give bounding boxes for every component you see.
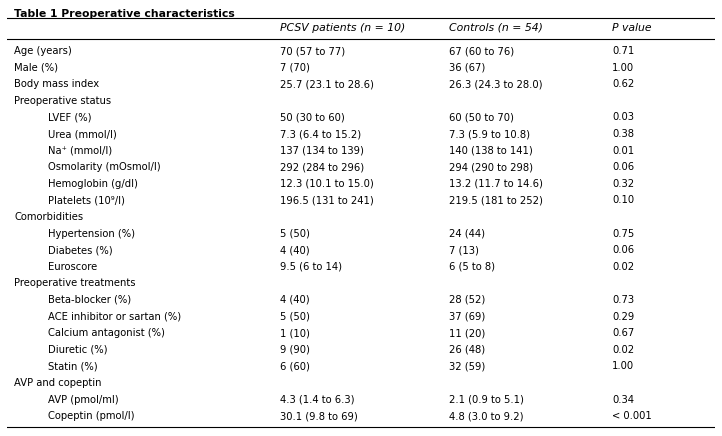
Text: Preoperative status: Preoperative status — [14, 96, 111, 106]
Text: 70 (57 to 77): 70 (57 to 77) — [279, 46, 345, 56]
Text: 0.71: 0.71 — [612, 46, 635, 56]
Text: 0.03: 0.03 — [612, 112, 634, 123]
Text: Hemoglobin (g/dl): Hemoglobin (g/dl) — [48, 179, 138, 189]
Text: PCSV patients (n = 10): PCSV patients (n = 10) — [279, 23, 405, 33]
Text: 4 (40): 4 (40) — [279, 295, 309, 305]
Text: Comorbidities: Comorbidities — [14, 212, 84, 222]
Text: 0.10: 0.10 — [612, 195, 635, 205]
Text: 6 (60): 6 (60) — [279, 361, 310, 371]
Text: 67 (60 to 76): 67 (60 to 76) — [449, 46, 515, 56]
Text: 5 (50): 5 (50) — [279, 228, 310, 238]
Text: 28 (52): 28 (52) — [449, 295, 486, 305]
Text: 292 (284 to 296): 292 (284 to 296) — [279, 162, 364, 172]
Text: LVEF (%): LVEF (%) — [48, 112, 92, 123]
Text: AVP and copeptin: AVP and copeptin — [14, 378, 102, 388]
Text: 2.1 (0.9 to 5.1): 2.1 (0.9 to 5.1) — [449, 395, 524, 405]
Text: Male (%): Male (%) — [14, 63, 58, 73]
Text: Diuretic (%): Diuretic (%) — [48, 345, 108, 355]
Text: P value: P value — [612, 23, 652, 33]
Text: 1 (10): 1 (10) — [279, 328, 310, 338]
Text: Table 1 Preoperative characteristics: Table 1 Preoperative characteristics — [14, 9, 235, 19]
Text: 196.5 (131 to 241): 196.5 (131 to 241) — [279, 195, 373, 205]
Text: 32 (59): 32 (59) — [449, 361, 486, 371]
Text: 0.06: 0.06 — [612, 162, 635, 172]
Text: 7.3 (5.9 to 10.8): 7.3 (5.9 to 10.8) — [449, 129, 531, 139]
Text: Na⁺ (mmol/l): Na⁺ (mmol/l) — [48, 146, 113, 156]
Text: Beta-blocker (%): Beta-blocker (%) — [48, 295, 131, 305]
Text: 0.62: 0.62 — [612, 79, 635, 89]
Text: Osmolarity (mOsmol/l): Osmolarity (mOsmol/l) — [48, 162, 161, 172]
Text: 1.00: 1.00 — [612, 361, 635, 371]
Text: 25.7 (23.1 to 28.6): 25.7 (23.1 to 28.6) — [279, 79, 373, 89]
Text: Controls (n = 54): Controls (n = 54) — [449, 23, 544, 33]
Text: 0.67: 0.67 — [612, 328, 635, 338]
Text: 4.3 (1.4 to 6.3): 4.3 (1.4 to 6.3) — [279, 395, 354, 405]
Text: Calcium antagonist (%): Calcium antagonist (%) — [48, 328, 165, 338]
Text: 7 (13): 7 (13) — [449, 245, 479, 255]
Text: 13.2 (11.7 to 14.6): 13.2 (11.7 to 14.6) — [449, 179, 544, 189]
Text: 0.02: 0.02 — [612, 345, 635, 355]
Text: Copeptin (pmol/l): Copeptin (pmol/l) — [48, 411, 135, 421]
Text: 24 (44): 24 (44) — [449, 228, 485, 238]
Text: 1.00: 1.00 — [612, 63, 635, 73]
Text: 294 (290 to 298): 294 (290 to 298) — [449, 162, 534, 172]
Text: Statin (%): Statin (%) — [48, 361, 98, 371]
Text: 140 (138 to 141): 140 (138 to 141) — [449, 146, 533, 156]
Text: 12.3 (10.1 to 15.0): 12.3 (10.1 to 15.0) — [279, 179, 373, 189]
Text: 26 (48): 26 (48) — [449, 345, 486, 355]
Text: 0.73: 0.73 — [612, 295, 635, 305]
Text: 0.29: 0.29 — [612, 312, 635, 322]
Text: ACE inhibitor or sartan (%): ACE inhibitor or sartan (%) — [48, 312, 181, 322]
Text: Platelets (10⁹/l): Platelets (10⁹/l) — [48, 195, 125, 205]
Text: Urea (mmol/l): Urea (mmol/l) — [48, 129, 117, 139]
Text: 36 (67): 36 (67) — [449, 63, 486, 73]
Text: 9.5 (6 to 14): 9.5 (6 to 14) — [279, 262, 342, 272]
Text: Age (years): Age (years) — [14, 46, 72, 56]
Text: AVP (pmol/ml): AVP (pmol/ml) — [48, 395, 119, 405]
Text: Preoperative treatments: Preoperative treatments — [14, 279, 136, 288]
Text: Hypertension (%): Hypertension (%) — [48, 228, 135, 238]
Text: 4.8 (3.0 to 9.2): 4.8 (3.0 to 9.2) — [449, 411, 524, 421]
Text: 6 (5 to 8): 6 (5 to 8) — [449, 262, 495, 272]
Text: 219.5 (181 to 252): 219.5 (181 to 252) — [449, 195, 544, 205]
Text: 7.3 (6.4 to 15.2): 7.3 (6.4 to 15.2) — [279, 129, 361, 139]
Text: 50 (30 to 60): 50 (30 to 60) — [279, 112, 344, 123]
Text: 0.01: 0.01 — [612, 146, 635, 156]
Text: 37 (69): 37 (69) — [449, 312, 486, 322]
Text: 7 (70): 7 (70) — [279, 63, 310, 73]
Text: 5 (50): 5 (50) — [279, 312, 310, 322]
Text: 60 (50 to 70): 60 (50 to 70) — [449, 112, 514, 123]
Text: 0.75: 0.75 — [612, 228, 635, 238]
Text: Euroscore: Euroscore — [48, 262, 97, 272]
Text: 0.02: 0.02 — [612, 262, 635, 272]
Text: 26.3 (24.3 to 28.0): 26.3 (24.3 to 28.0) — [449, 79, 543, 89]
Text: 0.32: 0.32 — [612, 179, 635, 189]
Text: 9 (90): 9 (90) — [279, 345, 310, 355]
Text: Diabetes (%): Diabetes (%) — [48, 245, 113, 255]
Text: < 0.001: < 0.001 — [612, 411, 652, 421]
Text: 0.34: 0.34 — [612, 395, 634, 405]
Text: 0.38: 0.38 — [612, 129, 634, 139]
Text: 0.06: 0.06 — [612, 245, 635, 255]
Text: 137 (134 to 139): 137 (134 to 139) — [279, 146, 363, 156]
Text: 11 (20): 11 (20) — [449, 328, 486, 338]
Text: 30.1 (9.8 to 69): 30.1 (9.8 to 69) — [279, 411, 357, 421]
Text: 4 (40): 4 (40) — [279, 245, 309, 255]
Text: Body mass index: Body mass index — [14, 79, 100, 89]
